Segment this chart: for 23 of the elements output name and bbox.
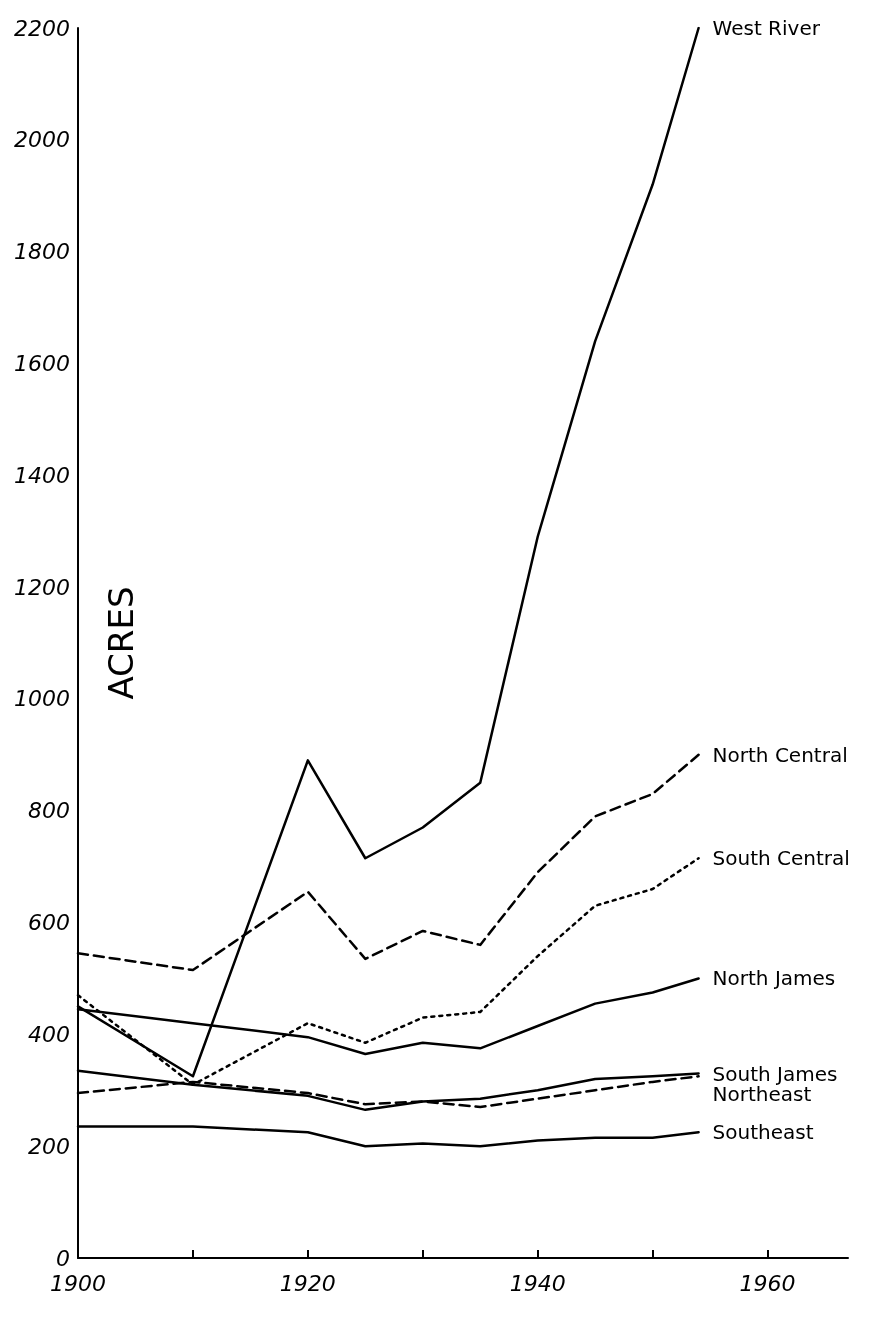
y-tick-label: 1800 bbox=[14, 239, 70, 265]
series-label: South Central bbox=[712, 846, 850, 871]
y-tick-label: 800 bbox=[28, 798, 70, 824]
x-tick-label: 1920 bbox=[279, 1270, 336, 1296]
x-tick-label: 1900 bbox=[50, 1270, 106, 1296]
x-tick-label: 1960 bbox=[739, 1270, 796, 1296]
y-tick-label: 1200 bbox=[14, 574, 70, 600]
y-tick-label: 1600 bbox=[14, 350, 70, 376]
y-tick-label: 2000 bbox=[14, 127, 70, 153]
y-tick-label: 200 bbox=[28, 1133, 70, 1159]
y-tick-label: 1400 bbox=[14, 462, 70, 488]
y-tick-label: 1000 bbox=[14, 686, 70, 712]
y-tick-label: 2200 bbox=[14, 15, 70, 41]
y-tick-label: 400 bbox=[28, 1021, 70, 1047]
series-label: South James bbox=[712, 1061, 838, 1086]
series-label: Southeast bbox=[712, 1120, 814, 1145]
series-label: West River bbox=[712, 16, 821, 40]
y-tick-label: 0 bbox=[56, 1245, 70, 1271]
y-tick-label: 600 bbox=[28, 910, 70, 936]
y-axis-title: ACRES bbox=[101, 586, 141, 700]
series-label: North Central bbox=[712, 742, 848, 767]
x-tick-label: 1940 bbox=[509, 1270, 566, 1296]
series-label: North James bbox=[712, 966, 836, 991]
